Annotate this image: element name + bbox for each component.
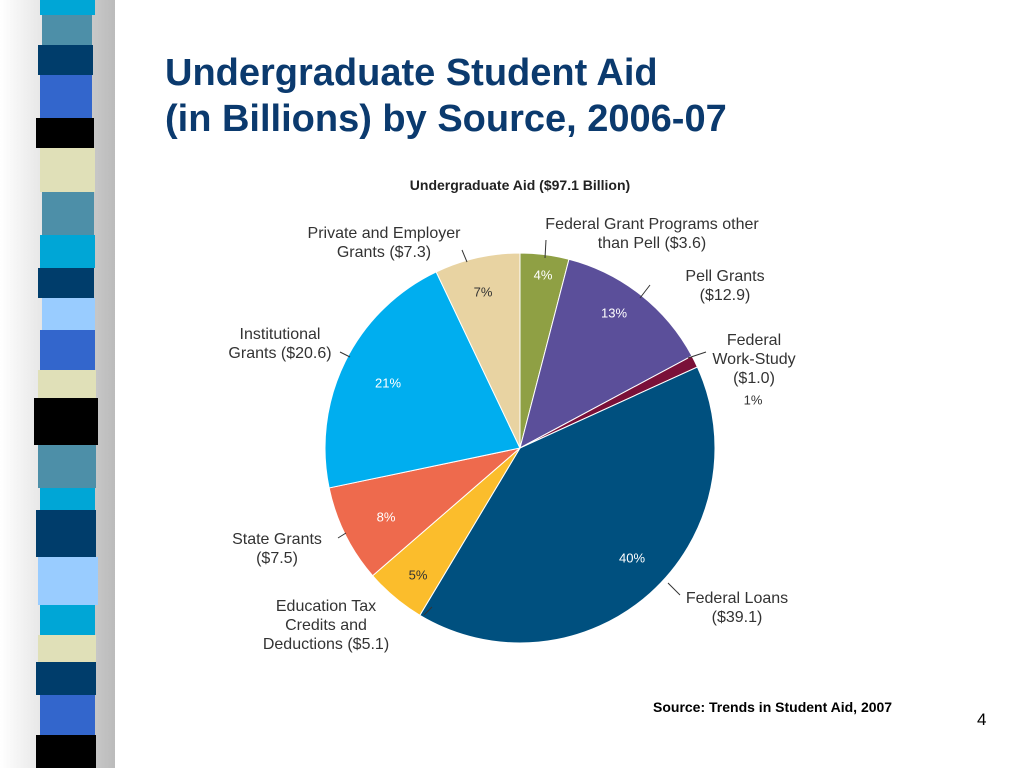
category-label: Federal Loans ($39.1) (685, 590, 789, 626)
category-label: State Grants ($7.5) (232, 531, 322, 567)
percent-label: 7% (473, 284, 493, 300)
leader-line (337, 532, 347, 539)
pie-slice (519, 258, 693, 449)
page-number: 4 (977, 710, 987, 729)
leader-line (667, 582, 681, 596)
percent-label: 13% (600, 305, 628, 321)
pie-slice (324, 271, 521, 489)
leader-line (544, 239, 547, 259)
category-label: Private and Employer Grants ($7.3) (307, 225, 461, 261)
category-label: Federal Work-Study ($1.0) (712, 332, 796, 387)
percent-label: 40% (618, 550, 646, 566)
category-label: Education Tax Credits and Deductions ($5… (262, 598, 390, 653)
leader-line (339, 351, 351, 358)
chart-title: Undergraduate Aid ($97.1 Billion) (409, 177, 631, 193)
category-label: Institutional Grants ($20.6) (228, 326, 332, 362)
leader-line (639, 284, 651, 299)
leader-lines (337, 239, 707, 616)
pie-slice (328, 447, 522, 577)
leader-line (423, 606, 433, 616)
percent-label: 8% (376, 509, 396, 525)
pie (324, 252, 716, 644)
percent-label: 4% (533, 267, 553, 283)
slide-title: Undergraduate Student Aid (in Billions) … (165, 52, 727, 140)
category-label: Pell Grants ($12.9) (685, 268, 765, 304)
leader-line (687, 351, 707, 359)
percent-label: 21% (374, 375, 402, 391)
percent-label: 1% (743, 392, 763, 408)
leader-line (461, 249, 468, 263)
pie-slice (419, 366, 716, 644)
category-label: Federal Grant Programs other than Pell (… (545, 216, 759, 252)
pie-slice (435, 252, 521, 449)
percent-label: 5% (408, 567, 428, 583)
source: Source: Trends in Student Aid, 2007 (653, 699, 893, 715)
decoration (0, 0, 115, 768)
